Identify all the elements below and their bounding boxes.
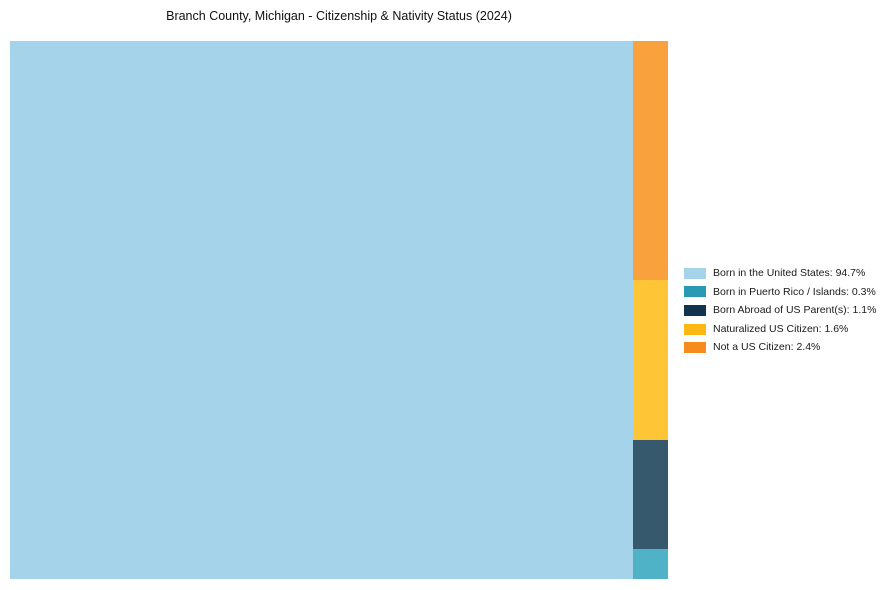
legend-item-naturalized-us-citizen[interactable]: Naturalized US Citizen: 1.6% bbox=[684, 320, 876, 339]
legend-label: Naturalized US Citizen: 1.6% bbox=[713, 322, 849, 335]
treemap-tile-born-in-puerto-rico-islands[interactable] bbox=[632, 549, 668, 579]
legend-item-not-a-us-citizen[interactable]: Not a US Citizen: 2.4% bbox=[684, 338, 876, 357]
legend-label: Not a US Citizen: 2.4% bbox=[713, 341, 821, 354]
treemap-tile-born-abroad-of-us-parent-s[interactable] bbox=[632, 439, 668, 550]
legend-swatch-icon bbox=[684, 342, 706, 354]
legend-item-born-in-puerto-rico-islands[interactable]: Born in Puerto Rico / Islands: 0.3% bbox=[684, 283, 876, 302]
treemap-tile-naturalized-us-citizen[interactable] bbox=[632, 280, 668, 440]
legend-item-born-abroad-of-us-parent-s[interactable]: Born Abroad of US Parent(s): 1.1% bbox=[684, 301, 876, 320]
legend-swatch-icon bbox=[684, 267, 706, 279]
legend-label: Born Abroad of US Parent(s): 1.1% bbox=[713, 304, 877, 317]
legend-item-born-in-the-united-states[interactable]: Born in the United States: 94.7% bbox=[684, 264, 876, 283]
legend-swatch-icon bbox=[684, 323, 706, 335]
legend: Born in the United States: 94.7% Born in … bbox=[684, 264, 876, 357]
legend-swatch-icon bbox=[684, 304, 706, 316]
treemap-plot bbox=[10, 41, 668, 579]
chart-title: Branch County, Michigan - Citizenship & … bbox=[166, 9, 512, 23]
legend-swatch-icon bbox=[684, 286, 706, 298]
treemap-tile-born-in-the-united-states[interactable] bbox=[10, 41, 633, 579]
treemap-tile-not-a-us-citizen[interactable] bbox=[632, 41, 668, 281]
legend-label: Born in Puerto Rico / Islands: 0.3% bbox=[713, 285, 876, 298]
legend-label: Born in the United States: 94.7% bbox=[713, 267, 866, 280]
